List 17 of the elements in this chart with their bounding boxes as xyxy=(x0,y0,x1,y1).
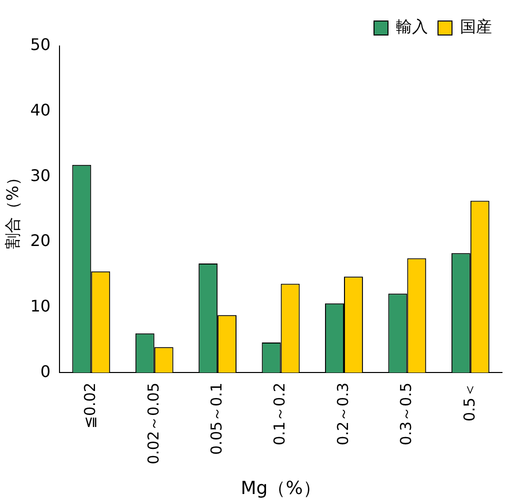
x-tick-label: 0.2～0.3 xyxy=(334,382,352,446)
legend-label: 輸入 xyxy=(396,17,428,36)
y-tick-label: 0 xyxy=(40,362,51,381)
x-tick-label: 0.1～0.2 xyxy=(270,382,289,446)
y-tick-label: 50 xyxy=(30,35,51,54)
legend-label: 国産 xyxy=(460,17,492,36)
y-tick-label: 10 xyxy=(30,296,51,316)
y-tick-label: 20 xyxy=(30,231,51,250)
x-tick-label: 0.02～0.05 xyxy=(144,382,162,464)
x-tick-label: 0.5＜ xyxy=(460,382,478,422)
x-axis-title: Mg（%） xyxy=(240,478,321,499)
x-tick-label: ≦0.02 xyxy=(81,382,100,429)
y-tick-label: 30 xyxy=(30,166,51,185)
y-axis-title: 割合（%） xyxy=(2,170,22,249)
x-tick-label: 0.3～0.5 xyxy=(397,382,416,446)
y-tick-label: 40 xyxy=(30,100,51,120)
x-tick-label: 0.05～0.1 xyxy=(207,382,226,455)
